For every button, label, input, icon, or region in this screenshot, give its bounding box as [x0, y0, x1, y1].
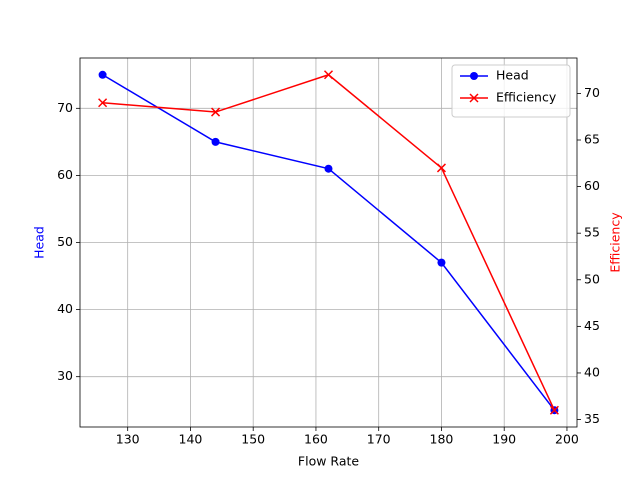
legend-label: Efficiency: [496, 90, 557, 105]
marker: [98, 98, 108, 108]
y2-tick-label: 70: [584, 85, 600, 100]
marker: [436, 163, 446, 173]
y-tick-label: 60: [57, 167, 73, 182]
marker: [98, 70, 107, 79]
y-axis-label: Head: [32, 226, 47, 259]
x-tick-label: 150: [241, 432, 265, 447]
y2-tick-label: 55: [584, 225, 600, 240]
marker: [211, 137, 220, 146]
x-tick-label: 200: [555, 432, 579, 447]
y2-tick-label: 40: [584, 364, 600, 379]
x-tick-label: 180: [430, 432, 454, 447]
marker: [324, 164, 333, 173]
y2-tick-label: 35: [584, 411, 600, 426]
marker: [437, 258, 446, 267]
x-tick-label: 170: [367, 432, 391, 447]
marker: [211, 107, 221, 117]
legend-marker: [470, 72, 478, 80]
marker: [323, 70, 334, 80]
x-tick-label: 130: [116, 432, 140, 447]
y2-tick-label: 60: [584, 178, 600, 193]
y2-tick-label: 45: [584, 318, 600, 333]
y2-tick-label: 50: [584, 271, 600, 286]
marker: [549, 405, 559, 415]
x-axis-label: Flow Rate: [298, 454, 359, 469]
legend-marker: [469, 93, 479, 103]
x-tick-label: 190: [492, 432, 516, 447]
y2-tick-label: 65: [584, 132, 600, 147]
y-tick-label: 70: [57, 100, 73, 115]
x-tick-label: 140: [179, 432, 203, 447]
y-tick-label: 40: [57, 301, 73, 316]
legend-label: Head: [496, 68, 529, 83]
legend-box: [451, 64, 571, 118]
x-tick-label: 160: [304, 432, 328, 447]
plot-frame: [79, 57, 578, 428]
y2-axis-label: Efficiency: [608, 212, 623, 273]
y-tick-label: 30: [57, 368, 73, 383]
y-tick-label: 50: [57, 234, 73, 249]
